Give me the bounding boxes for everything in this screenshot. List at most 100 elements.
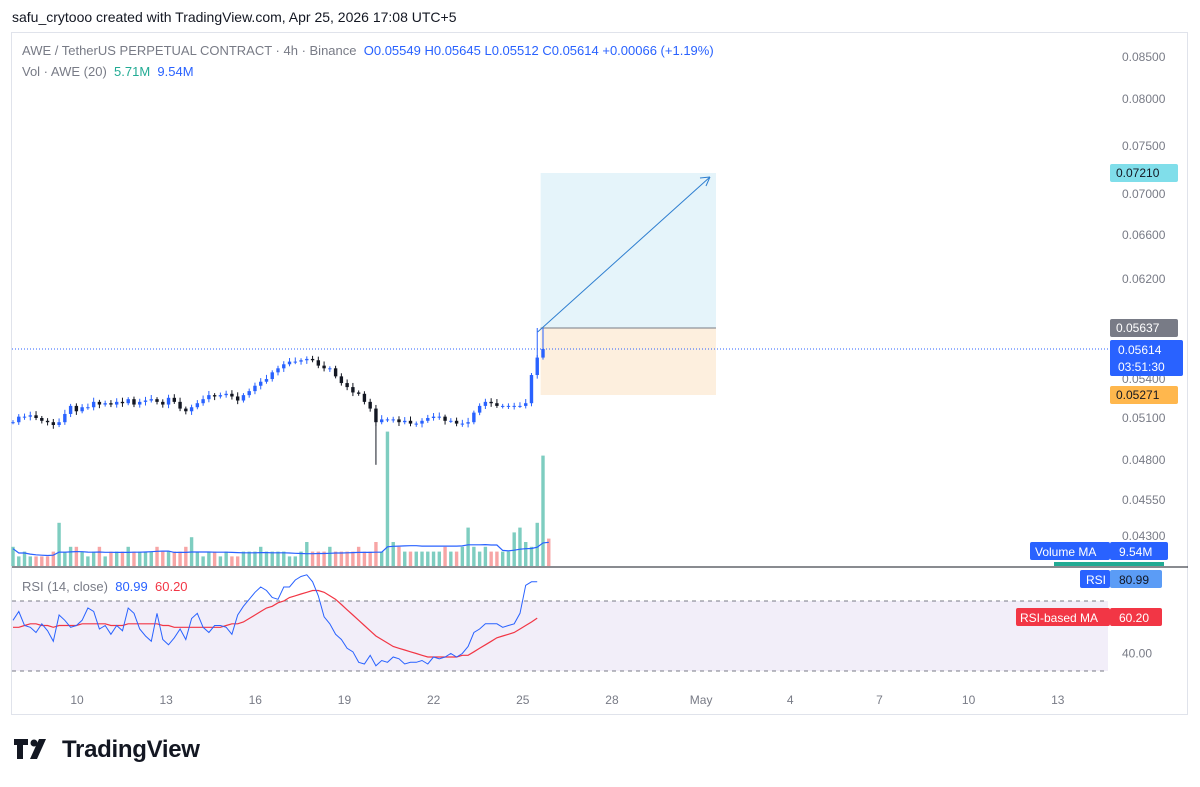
ohlc-change: +0.00066 (+1.19%)	[602, 43, 714, 58]
candle-body	[385, 419, 390, 421]
volume-bar	[414, 551, 418, 566]
candle-body	[489, 401, 493, 404]
rsi-axis-label: 40.00	[1122, 647, 1152, 661]
projection-arrow-head	[699, 176, 711, 187]
volume-bar	[34, 556, 38, 566]
price-axis-label: 0.04800	[1122, 453, 1166, 467]
volume-ma-value-label: 9.54M	[1119, 545, 1152, 559]
volume-bar	[224, 551, 228, 566]
volume-bar	[299, 551, 303, 566]
rsi-value-bg	[1110, 570, 1162, 588]
candle-body	[91, 401, 96, 408]
candle-body	[299, 360, 303, 362]
candle-body	[293, 361, 297, 363]
volume-bar	[235, 556, 240, 566]
price-axis-label: 0.07500	[1122, 139, 1166, 153]
candle-body	[155, 399, 159, 402]
candle-body	[345, 383, 349, 388]
volume-bar	[356, 546, 361, 566]
candle-body	[138, 401, 142, 405]
volume-bar	[68, 546, 73, 566]
date-axis-label: 19	[338, 693, 352, 707]
candle-body	[356, 392, 361, 394]
entry-price-label-bg	[1110, 319, 1178, 337]
candle-body	[28, 415, 32, 417]
candle-body	[379, 419, 384, 423]
candle-body	[339, 376, 344, 384]
rsi-legend: RSI (14, close) 80.99 60.20	[22, 579, 188, 594]
volume-bar	[114, 551, 119, 566]
volume-bar	[91, 551, 96, 566]
candle-body	[224, 393, 228, 396]
volume-bar	[109, 551, 113, 566]
volume-bar	[541, 455, 545, 566]
candle-body	[172, 397, 177, 402]
volume-bar	[287, 556, 292, 566]
rsi-line	[12, 574, 538, 667]
last-price-label-bg	[1110, 340, 1183, 376]
date-axis-label: 25	[516, 693, 530, 707]
date-axis-label: 10	[70, 693, 84, 707]
candle-body	[282, 364, 286, 369]
candle-body	[45, 420, 50, 423]
volume-bar	[259, 546, 263, 566]
volume-bar	[328, 546, 332, 566]
candle-body	[166, 397, 171, 405]
volume-bar	[230, 556, 234, 566]
candle-body	[368, 401, 372, 409]
candle-body	[437, 416, 442, 418]
volume-bar	[391, 542, 395, 566]
tradingview-wordmark: TradingView	[62, 736, 200, 763]
volume-bar	[379, 551, 384, 566]
ohlc-open: O0.05549	[363, 43, 421, 58]
rsi-ma-name-label: RSI-based MA	[1020, 611, 1098, 625]
volume-bar	[374, 542, 378, 566]
countdown-label: 03:51:30	[1118, 360, 1165, 374]
volume-bar	[403, 551, 407, 566]
symbol-legend: AWE / TetherUS PERPETUAL CONTRACT · 4h ·…	[22, 43, 714, 58]
candle-body	[472, 412, 476, 423]
ohlc-high: H0.05645	[424, 43, 481, 58]
volume-bar	[310, 551, 315, 566]
volume-bar	[166, 551, 171, 566]
volume-bar	[155, 546, 159, 566]
target-price-label-bg	[1110, 164, 1178, 182]
volume-bar	[120, 551, 125, 566]
candle-body	[316, 360, 321, 366]
symbol-title[interactable]: AWE / TetherUS PERPETUAL CONTRACT · 4h ·…	[22, 43, 357, 58]
volume-bar	[431, 551, 436, 566]
volume-bar	[74, 546, 79, 566]
stop-zone	[540, 328, 716, 395]
candle-body	[149, 399, 153, 401]
candle-body	[518, 405, 522, 407]
volume-bar	[449, 551, 453, 566]
rsi-legend-label[interactable]: RSI (14, close)	[22, 579, 108, 594]
volume-current-marker	[1054, 562, 1164, 566]
candle-body	[512, 405, 516, 407]
rsi-value-label: 80.99	[1119, 573, 1149, 587]
price-axis-label: 0.04550	[1122, 493, 1166, 507]
volume-bar	[184, 546, 188, 566]
candle-body	[529, 375, 534, 404]
volume-bar	[45, 556, 50, 566]
chart-frame	[11, 32, 1188, 715]
volume-bar	[351, 551, 355, 566]
candle-body	[161, 401, 165, 405]
candle-body	[403, 420, 407, 423]
candle-body	[132, 399, 136, 405]
volume-bar	[11, 546, 15, 566]
volume-legend-label[interactable]: Vol · AWE (20)	[22, 64, 107, 79]
candle-body	[408, 420, 413, 424]
rsi-ma-name-bg	[1016, 608, 1110, 626]
rsi-ma-value-bg	[1110, 608, 1162, 626]
volume-bar	[397, 546, 401, 566]
date-axis-label: 13	[1051, 693, 1065, 707]
volume-bar	[426, 551, 430, 566]
volume-bar	[138, 551, 142, 566]
candle-body	[57, 422, 61, 425]
candle-body	[230, 393, 234, 397]
rsi-name-bg	[1080, 570, 1110, 588]
candle-body	[443, 416, 447, 421]
volume-bar	[126, 546, 130, 566]
